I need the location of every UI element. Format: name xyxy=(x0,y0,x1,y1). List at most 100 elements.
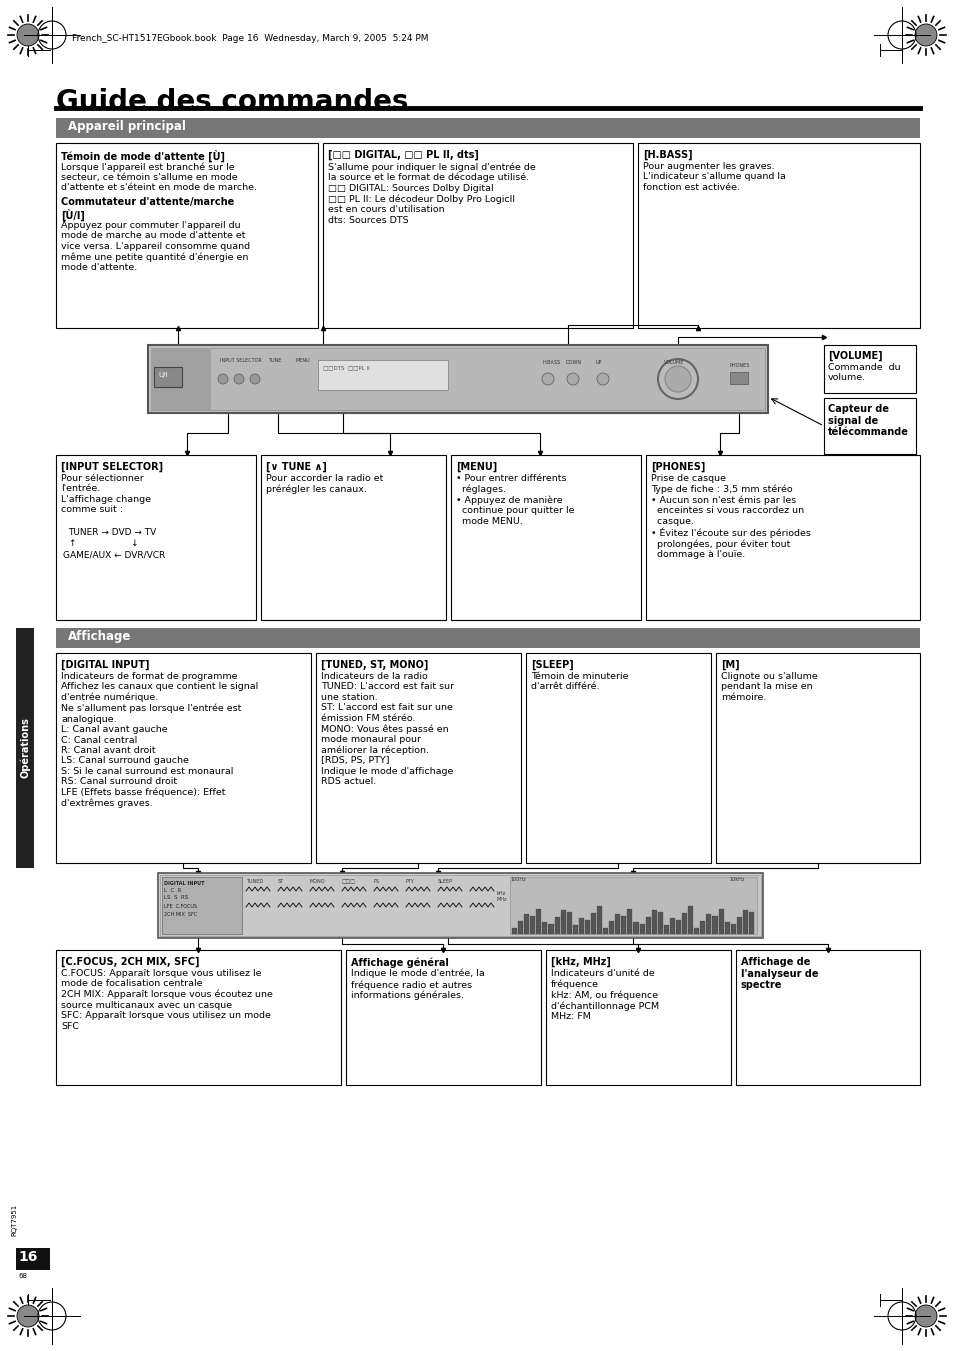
Circle shape xyxy=(597,373,608,385)
Text: DOWN: DOWN xyxy=(565,359,581,365)
Bar xyxy=(687,907,693,934)
Bar xyxy=(748,912,753,934)
Bar xyxy=(735,950,919,1085)
Bar xyxy=(590,913,596,934)
Bar xyxy=(162,877,242,934)
Text: Capteur de
signal de
télécommande: Capteur de signal de télécommande xyxy=(827,404,908,438)
Text: □□DTS  □□PL II: □□DTS □□PL II xyxy=(323,365,370,370)
Text: [Ù/I]: [Ù/I] xyxy=(61,209,85,222)
Text: Commande  du
volume.: Commande du volume. xyxy=(827,363,900,382)
Text: [SLEEP]: [SLEEP] xyxy=(531,661,573,670)
Text: [DIGITAL INPUT]: [DIGITAL INPUT] xyxy=(61,661,150,670)
Text: [□□ DIGITAL, □□ PL II, dts]: [□□ DIGITAL, □□ PL II, dts] xyxy=(328,150,478,161)
Text: Appuyez pour commuter l'appareil du
mode de marche au mode d'attente et
vice ver: Appuyez pour commuter l'appareil du mode… xyxy=(61,222,250,272)
Text: [INPUT SELECTOR]: [INPUT SELECTOR] xyxy=(61,462,163,473)
Bar xyxy=(823,399,915,454)
Bar xyxy=(56,118,919,138)
Text: C.FOCUS: Apparaît lorsque vous utilisez le
mode de focalisation centrale
2CH MIX: C.FOCUS: Apparaît lorsque vous utilisez … xyxy=(61,969,273,1031)
Bar xyxy=(602,928,608,934)
Bar xyxy=(56,628,919,648)
Text: Indicateurs de la radio
TUNED: L'accord est fait sur
une station.
ST: L'accord e: Indicateurs de la radio TUNED: L'accord … xyxy=(320,671,454,786)
Bar xyxy=(545,950,730,1085)
Text: 16: 16 xyxy=(18,1250,37,1265)
Bar xyxy=(261,455,446,620)
Text: LFE  C.FOCUS: LFE C.FOCUS xyxy=(164,904,196,909)
Bar xyxy=(548,924,553,934)
Bar xyxy=(700,921,704,934)
Bar xyxy=(323,143,633,328)
Bar xyxy=(148,345,767,413)
Text: Témoin de minuterie
d'arrêt différé.: Témoin de minuterie d'arrêt différé. xyxy=(531,671,628,692)
Text: Affichage: Affichage xyxy=(68,630,132,643)
Text: UP: UP xyxy=(596,359,601,365)
Text: [kHz, MHz]: [kHz, MHz] xyxy=(551,957,610,967)
Text: TUNER → DVD → TV: TUNER → DVD → TV xyxy=(68,528,156,536)
Text: Indique le mode d'entrée, la
fréquence radio et autres
informations générales.: Indique le mode d'entrée, la fréquence r… xyxy=(351,969,484,1001)
Text: [H.BASS]: [H.BASS] xyxy=(642,150,692,161)
Bar xyxy=(712,916,717,934)
Circle shape xyxy=(914,1305,936,1327)
Text: [VOLUME]: [VOLUME] xyxy=(827,351,882,361)
Text: Prise de casque
Type de fiche : 3,5 mm stéréo
• Aucun son n'est émis par les
  e: Prise de casque Type de fiche : 3,5 mm s… xyxy=(650,474,810,559)
Bar xyxy=(633,921,638,934)
Text: Appareil principal: Appareil principal xyxy=(68,120,186,132)
Bar xyxy=(566,912,571,934)
Text: PS: PS xyxy=(374,880,379,884)
Text: DIGITAL INPUT: DIGITAL INPUT xyxy=(164,881,204,886)
Circle shape xyxy=(17,24,39,46)
Bar xyxy=(158,873,762,938)
Text: [∨ TUNE ∧]: [∨ TUNE ∧] xyxy=(266,462,327,473)
Text: Lorsque l'appareil est branché sur le
secteur, ce témoin s'allume en mode
d'atte: Lorsque l'appareil est branché sur le se… xyxy=(61,162,256,192)
Text: 2CH MIX  SFC: 2CH MIX SFC xyxy=(164,912,197,917)
Bar xyxy=(56,950,340,1085)
Bar xyxy=(523,915,529,934)
Text: LS  S  RS: LS S RS xyxy=(164,894,188,900)
Text: [M]: [M] xyxy=(720,661,739,670)
Text: Clignote ou s'allume
pendant la mise en
mémoire.: Clignote ou s'allume pendant la mise en … xyxy=(720,671,817,701)
Text: GAME/AUX ← DVR/VCR: GAME/AUX ← DVR/VCR xyxy=(63,550,165,559)
Bar xyxy=(16,1248,50,1270)
Bar xyxy=(151,349,764,409)
Text: ↑                   ↓: ↑ ↓ xyxy=(69,539,138,549)
Circle shape xyxy=(233,374,244,384)
Bar xyxy=(542,921,547,934)
Bar xyxy=(554,917,559,934)
Bar xyxy=(823,345,915,393)
Bar xyxy=(681,913,686,934)
Circle shape xyxy=(914,24,936,46)
Bar xyxy=(572,925,578,934)
Text: [C.FOCUS, 2CH MIX, SFC]: [C.FOCUS, 2CH MIX, SFC] xyxy=(61,957,199,967)
Text: 68: 68 xyxy=(19,1273,28,1279)
Bar xyxy=(560,911,565,934)
Bar xyxy=(638,143,919,328)
Bar xyxy=(609,921,614,934)
Bar xyxy=(510,877,757,934)
Bar xyxy=(651,911,656,934)
Text: VOLUME: VOLUME xyxy=(663,359,683,365)
Bar xyxy=(525,653,710,863)
Text: Ù/I: Ù/I xyxy=(158,370,168,377)
Text: Opérations: Opérations xyxy=(20,717,30,778)
Bar xyxy=(151,349,211,409)
Bar xyxy=(724,921,729,934)
Bar xyxy=(736,917,741,934)
Bar xyxy=(645,917,650,934)
Text: MENU: MENU xyxy=(295,358,311,363)
Bar xyxy=(716,653,919,863)
Bar xyxy=(620,916,626,934)
Bar xyxy=(517,921,522,934)
Bar xyxy=(317,359,448,390)
Bar xyxy=(694,928,699,934)
Bar xyxy=(639,924,644,934)
Bar xyxy=(669,917,675,934)
Text: TUNED: TUNED xyxy=(246,880,263,884)
Bar xyxy=(730,924,735,934)
Text: L  C  R: L C R xyxy=(164,888,181,893)
Bar xyxy=(315,653,520,863)
Bar xyxy=(536,909,540,934)
Bar xyxy=(615,915,619,934)
Text: PTY: PTY xyxy=(406,880,415,884)
Text: [TUNED, ST, MONO]: [TUNED, ST, MONO] xyxy=(320,661,428,670)
Text: 10kHz: 10kHz xyxy=(728,877,743,882)
Bar xyxy=(451,455,640,620)
